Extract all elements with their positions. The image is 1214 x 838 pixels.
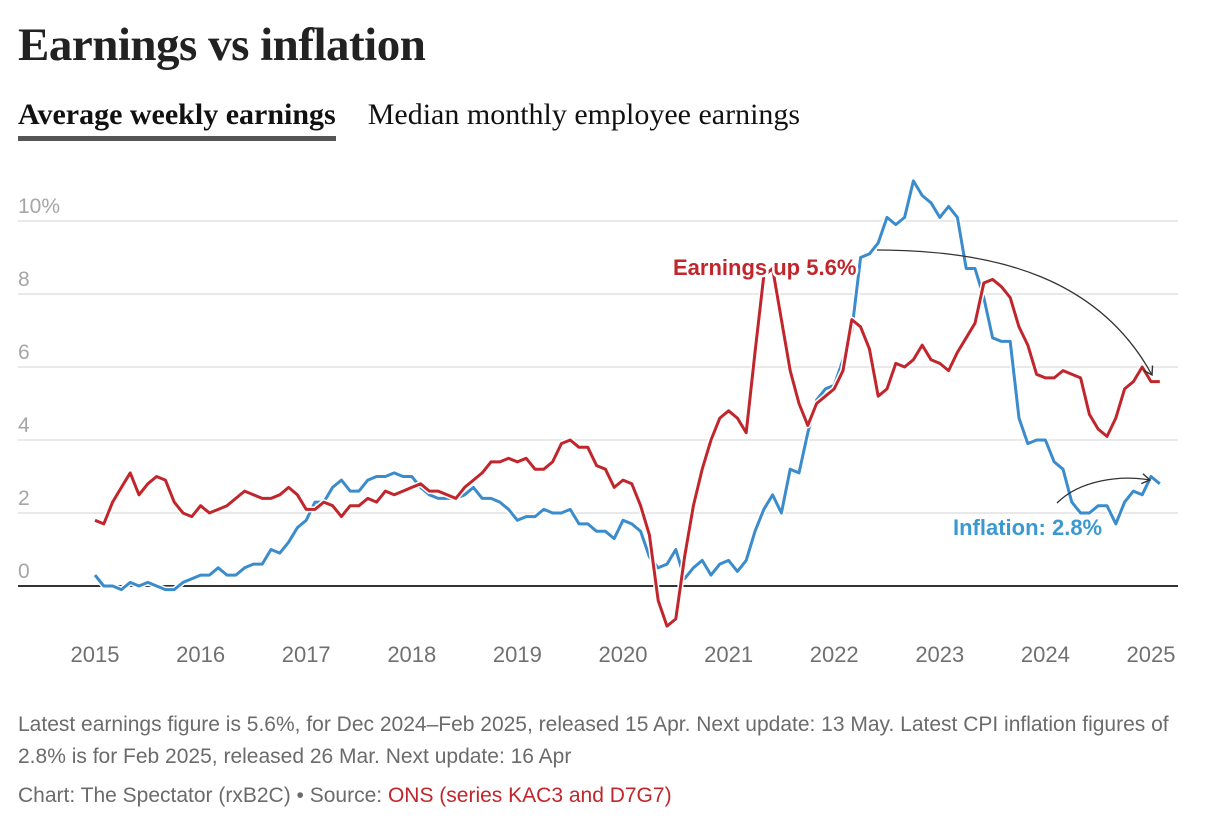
annotations: Earnings up 5.6% Inflation: 2.8% — [671, 249, 1154, 543]
gridlines — [18, 220, 1178, 587]
y-tick-label: 0 — [18, 560, 30, 583]
x-tick-label: 2017 — [282, 642, 331, 667]
chart-title: Earnings vs inflation — [18, 19, 426, 71]
earnings-line — [94, 267, 1160, 628]
series-lines — [92, 177, 1162, 630]
series-halo — [93, 265, 1160, 630]
y-tick-label: 10% — [18, 195, 60, 218]
inflation-annotation-arrow — [1056, 473, 1152, 504]
x-tick-label: 2016 — [176, 642, 225, 667]
earnings-annotation-label: Earnings up 5.6% — [673, 255, 856, 280]
x-tick-label: 2022 — [810, 642, 859, 667]
inflation-annotation-label: Inflation: 2.8% — [953, 515, 1102, 540]
source-link[interactable]: ONS (series KAC3 and D7G7) — [387, 784, 672, 807]
footnote: Latest earnings figure is 5.6%, for Dec … — [18, 713, 1169, 768]
x-tick-label: 2021 — [704, 642, 753, 667]
x-tick-label: 2019 — [493, 642, 542, 667]
line-chart: 0 2 4 6 8 10% 2015 2016 2017 2018 2019 2020 2021 202… — [18, 177, 1178, 667]
credit-line: Chart: The Spectator (rxB2C) • Source: O… — [18, 784, 672, 808]
x-tick-label: 2025 — [1127, 642, 1176, 667]
x-tick-label: 2024 — [1021, 642, 1070, 667]
y-tick-label: 8 — [18, 268, 30, 291]
y-axis-ticks: 0 2 4 6 8 10% — [18, 195, 60, 583]
y-tick-label: 2 — [18, 487, 30, 510]
x-axis-ticks: 2015 2016 2017 2018 2019 2020 2021 2022 2023 2024… — [71, 642, 1176, 667]
x-tick-label: 2020 — [599, 642, 648, 667]
tab-median-monthly-earnings[interactable]: Median monthly employee earnings — [367, 98, 801, 131]
earnings-annotation-arrow — [876, 249, 1154, 377]
tab-average-weekly-earnings[interactable]: Average weekly earnings — [18, 98, 336, 141]
x-tick-label: 2018 — [387, 642, 436, 667]
y-tick-label: 6 — [18, 341, 30, 364]
earnings-measure-tabs: Average weekly earnings Median monthly e… — [18, 98, 800, 141]
x-tick-label: 2023 — [915, 642, 964, 667]
credit-prefix: Chart: The Spectator (rxB2C) • Source: — [18, 784, 388, 807]
x-tick-label: 2015 — [71, 642, 120, 667]
y-tick-label: 4 — [18, 414, 30, 437]
